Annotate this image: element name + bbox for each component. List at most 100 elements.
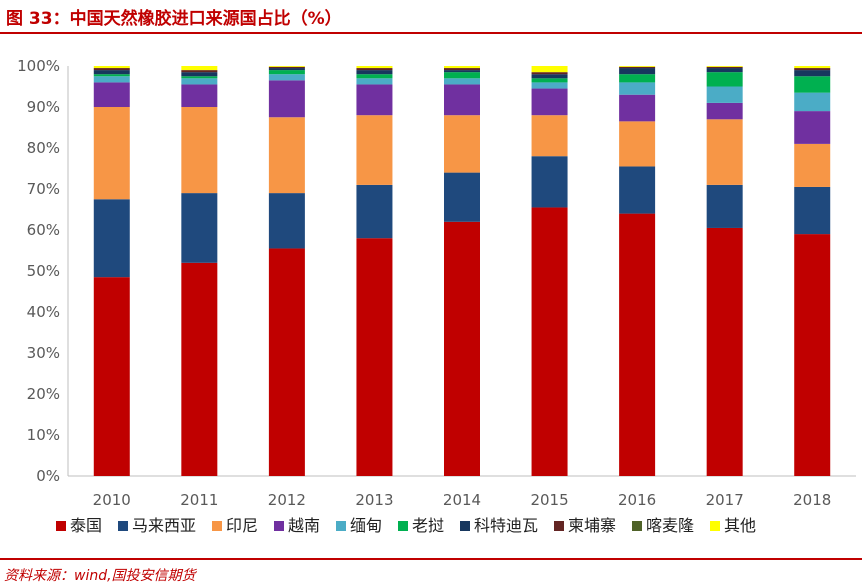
bar-segment <box>93 66 130 69</box>
bar-segment <box>356 66 393 69</box>
legend-label: 印尼 <box>226 516 258 535</box>
bar-segment <box>531 88 568 116</box>
bar-segment <box>531 66 568 73</box>
legend-swatch <box>274 521 284 531</box>
bar-segment <box>268 117 305 194</box>
x-tick-label: 2011 <box>180 491 218 509</box>
legend-label: 科特迪瓦 <box>474 516 538 535</box>
bar-segment <box>794 234 831 476</box>
x-tick-label: 2010 <box>93 491 131 509</box>
x-tick-label: 2014 <box>443 491 481 509</box>
bar-segment <box>619 74 656 83</box>
y-tick-label: 100% <box>17 57 60 75</box>
bar-segment <box>444 115 480 173</box>
bar-segment <box>794 66 831 69</box>
bar-segment <box>93 199 130 278</box>
bar-segment <box>706 68 743 73</box>
bar-segment <box>268 68 305 71</box>
bar-segment <box>181 76 218 79</box>
legend-label: 越南 <box>288 516 320 535</box>
bar-segment <box>619 121 656 167</box>
legend-label: 柬埔寨 <box>568 516 616 535</box>
bar-segment <box>444 72 480 79</box>
bar-segment <box>706 102 743 120</box>
legend-swatch <box>118 521 128 531</box>
legend-label: 泰国 <box>70 516 102 535</box>
x-tick-label: 2012 <box>268 491 306 509</box>
y-tick-label: 90% <box>27 98 60 116</box>
y-tick-label: 80% <box>27 139 60 157</box>
bar-segment <box>356 70 393 75</box>
x-tick-label: 2018 <box>793 491 831 509</box>
bar-segment <box>794 76 831 93</box>
bar-segment <box>706 72 743 87</box>
bar-segment <box>268 70 305 75</box>
bar-segment <box>181 84 218 107</box>
bar-segment <box>706 227 743 476</box>
y-tick-labels: 0% 10% 20% 30% 40% 50% 60% 70% 80% 90% 100% <box>17 57 60 485</box>
bar-segment <box>619 82 656 95</box>
bar-segment <box>181 72 218 77</box>
legend-label: 马来西亚 <box>132 516 196 535</box>
bar-segment <box>93 76 130 83</box>
y-tick-label: 40% <box>27 303 60 321</box>
chart-title: 图 33：中国天然橡胶进口来源国占比（%） <box>6 9 342 29</box>
y-tick-label: 60% <box>27 221 60 239</box>
legend-swatch <box>212 521 222 531</box>
y-tick-label: 10% <box>27 426 60 444</box>
legend-swatch <box>632 521 642 531</box>
bars <box>93 66 831 476</box>
bar-segment <box>619 94 656 122</box>
bar-segment <box>356 184 393 239</box>
bar-segment <box>706 184 743 228</box>
bar-segment <box>268 66 305 69</box>
y-tick-label: 70% <box>27 180 60 198</box>
bar-segment <box>356 68 393 71</box>
bar-segment <box>794 111 831 144</box>
bar-segment <box>619 66 656 69</box>
bar-segment <box>93 74 130 77</box>
bar-segment <box>268 248 305 476</box>
footer-rule <box>0 558 862 560</box>
legend: 泰国 马来西亚 印尼 越南 缅甸 老挝 科特迪瓦 柬埔寨 喀麦隆 其他 <box>56 516 756 535</box>
y-tick-label: 30% <box>27 344 60 362</box>
legend-swatch <box>710 521 720 531</box>
bar-segment <box>794 92 831 112</box>
bar-segment <box>444 84 480 116</box>
legend-swatch <box>554 521 564 531</box>
bar-segment <box>356 115 393 185</box>
bar-segment <box>531 82 568 89</box>
bar-segment <box>356 78 393 85</box>
bar-segment <box>794 143 831 187</box>
bar-segment <box>356 74 393 79</box>
bar-segment <box>268 66 305 67</box>
x-tick-label: 2017 <box>706 491 744 509</box>
bar-segment <box>93 277 130 476</box>
bar-segment <box>531 72 568 75</box>
bar-segment <box>268 193 305 249</box>
bar-segment <box>181 78 218 85</box>
bar-segment <box>531 207 568 476</box>
legend-label: 喀麦隆 <box>646 516 694 535</box>
bar-segment <box>444 172 480 222</box>
bar-segment <box>794 68 831 71</box>
bar-segment <box>93 82 130 107</box>
bar-segment <box>356 238 393 476</box>
y-tick-label: 20% <box>27 385 60 403</box>
bar-segment <box>444 78 480 85</box>
y-tick-label: 0% <box>36 467 60 485</box>
legend-label: 缅甸 <box>350 516 382 535</box>
legend-label: 其他 <box>724 516 756 535</box>
bar-segment <box>93 68 130 71</box>
legend-swatch <box>336 521 346 531</box>
bar-segment <box>444 66 480 69</box>
x-tick-label: 2015 <box>530 491 568 509</box>
bar-segment <box>619 68 656 75</box>
title-rule <box>0 32 862 34</box>
bar-segment <box>268 80 305 118</box>
x-tick-label: 2016 <box>618 491 656 509</box>
bar-segment <box>444 221 480 476</box>
bar-segment <box>181 262 218 476</box>
bar-segment <box>531 115 568 157</box>
